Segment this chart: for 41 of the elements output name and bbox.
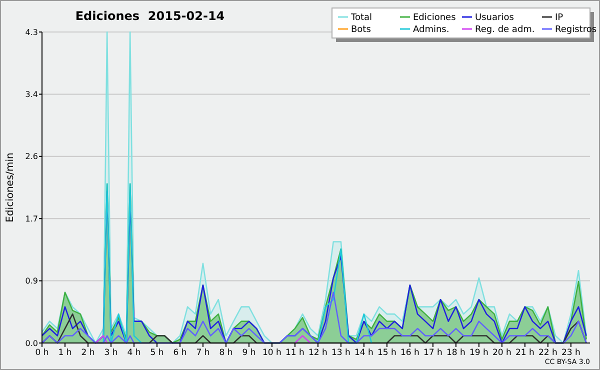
x-tick-label: 9 h [242, 348, 256, 358]
legend-label: Total [350, 13, 372, 24]
x-tick-label: 8 h [219, 348, 233, 358]
x-tick-label: 10 h [262, 348, 282, 358]
y-tick-label: 1.7 [25, 214, 38, 224]
y-tick-label: 2.6 [25, 152, 38, 162]
x-tick-label: 17 h [423, 348, 442, 358]
y-tick-label: 3.4 [25, 90, 38, 99]
x-tick-label: 11 h [286, 348, 304, 358]
x-tick-label: 1 h [58, 348, 72, 358]
legend-label: Reg. de adm. [475, 25, 535, 36]
x-tick-label: 22 h [538, 348, 558, 358]
x-tick-label: 4 h [127, 348, 141, 358]
x-tick-label: 21 h [515, 348, 534, 358]
legend-label: Admins. [413, 25, 450, 36]
x-tick-label: 20 h [492, 348, 512, 358]
x-tick-label: 16 h [400, 348, 420, 358]
legend-label: IP [555, 13, 564, 24]
legend-label: Registros [555, 25, 597, 36]
x-tick-label: 19 h [469, 348, 488, 358]
legend-label: Bots [351, 25, 372, 36]
x-tick-label: 13 h [332, 348, 350, 358]
x-tick-label: 6 h [173, 348, 187, 358]
x-tick-label: 3 h [104, 348, 118, 358]
legend-label: Ediciones [413, 13, 456, 24]
x-tick-label: 12 h [308, 348, 328, 358]
y-tick-label: 0.9 [25, 276, 38, 286]
y-tick-label: 4.3 [25, 28, 38, 37]
line-series [41, 292, 587, 344]
x-tick-label: 14 h [354, 348, 374, 358]
x-tick-label: 15 h [377, 348, 396, 358]
y-axis-title: Ediciones/min [5, 152, 16, 222]
x-tick-label: 7 h [196, 348, 210, 358]
chart-title: Ediciones 2015-02-14 [75, 9, 225, 23]
x-tick-label: 5 h [150, 348, 164, 358]
x-tick-label: 18 h [446, 348, 466, 358]
y-tick-label: 0.0 [25, 338, 38, 348]
legend-label: Usuarios [475, 13, 514, 24]
x-tick-label: 0 h [35, 348, 49, 358]
x-tick-label: 23 h [561, 348, 580, 358]
x-tick-label: 2 h [81, 348, 95, 358]
